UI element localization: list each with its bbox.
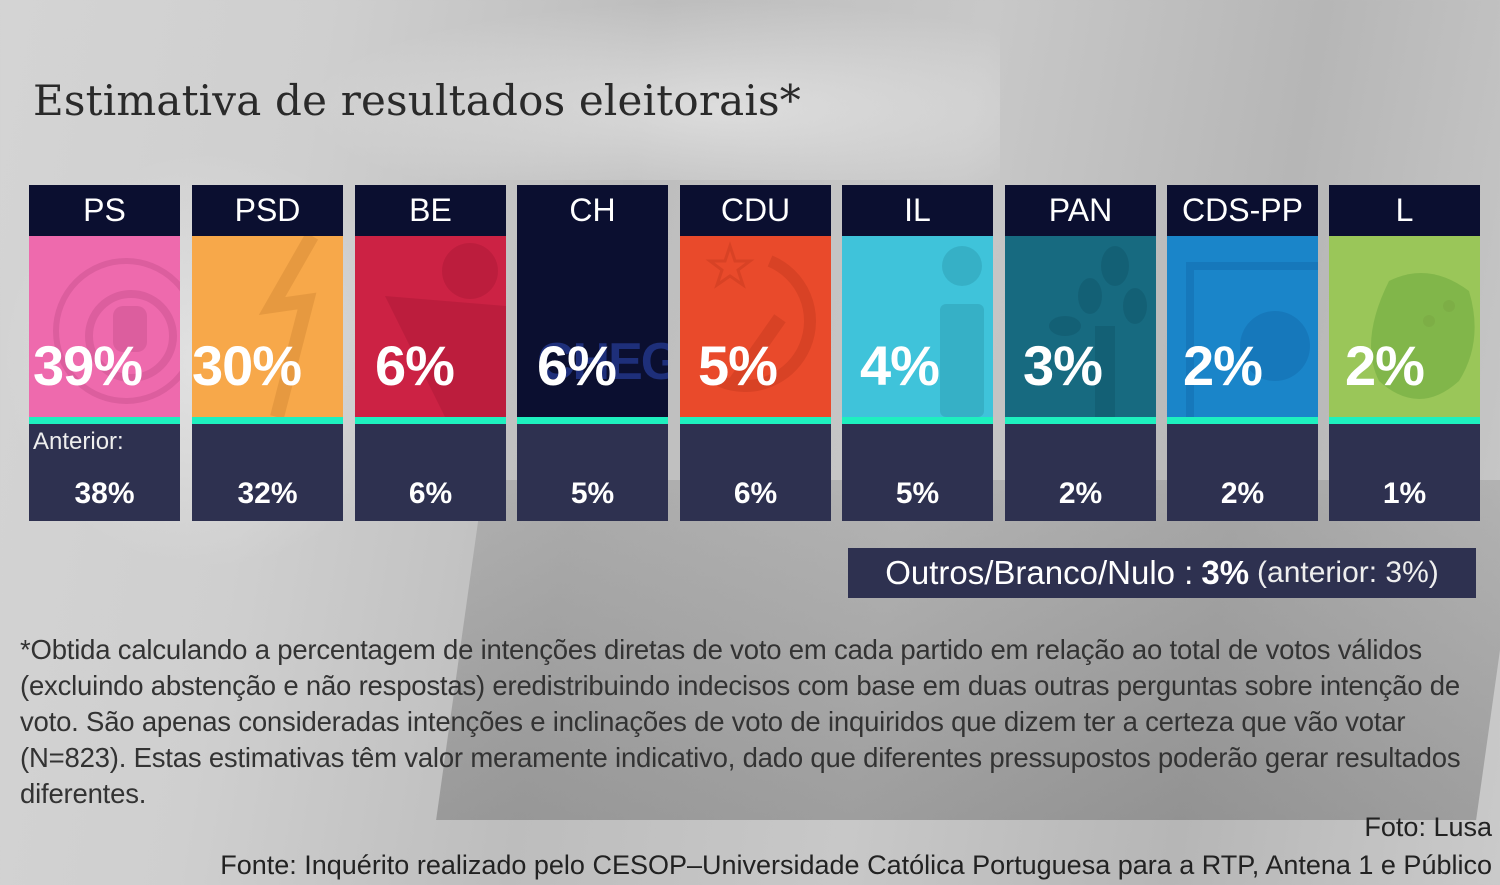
party-percentage: 6% bbox=[375, 334, 455, 397]
previous-percentage: 2% bbox=[1220, 477, 1265, 510]
accent-divider bbox=[192, 417, 343, 424]
party-name: L bbox=[1329, 185, 1480, 236]
accent-divider bbox=[680, 417, 831, 424]
party-column-il: IL 4% 5% bbox=[842, 185, 993, 521]
party-result-panel: CHEGA 6% bbox=[517, 236, 668, 417]
previous-result-panel: 1% bbox=[1329, 424, 1480, 521]
chega-logo-text-icon: CHEGA bbox=[537, 333, 668, 391]
party-percentage: 30% bbox=[192, 334, 302, 397]
party-name: BE bbox=[355, 185, 506, 236]
previous-percentage: 6% bbox=[408, 477, 453, 510]
others-blank-null-box: Outros/Branco/Nulo : 3% (anterior: 3%) bbox=[848, 548, 1476, 598]
party-name: CDS-PP bbox=[1167, 185, 1318, 236]
accent-divider bbox=[355, 417, 506, 424]
others-previous: (anterior: 3%) bbox=[1257, 556, 1439, 589]
party-column-pan: PAN 3% 2% bbox=[1005, 185, 1156, 521]
party-column-ps: PS 39% Anterior: 38% bbox=[29, 185, 180, 521]
party-percentage: 2% bbox=[1183, 334, 1263, 397]
previous-result-panel: 32% bbox=[192, 424, 343, 521]
previous-result-panel: Anterior: 38% bbox=[29, 424, 180, 521]
previous-result-panel: 6% bbox=[680, 424, 831, 521]
previous-result-panel: 5% bbox=[517, 424, 668, 521]
livre-flower-logo-icon bbox=[1371, 273, 1475, 399]
il-info-logo-icon bbox=[940, 246, 984, 417]
party-percentage: 3% bbox=[1023, 334, 1103, 397]
others-label: Outros/Branco/Nulo : bbox=[885, 554, 1194, 591]
pan-tree-logo-icon bbox=[1049, 246, 1147, 417]
chart-title: Estimativa de resultados eleitorais* bbox=[33, 76, 801, 125]
party-column-be: BE 6% 6% bbox=[355, 185, 506, 521]
party-result-panel: 3% bbox=[1005, 236, 1156, 417]
party-column-l: L 2% 1% bbox=[1329, 185, 1480, 521]
party-result-panel: 30% bbox=[192, 236, 343, 417]
photo-credit: Foto: Lusa bbox=[1364, 812, 1492, 842]
background-photo-highlight bbox=[300, 0, 1000, 180]
party-result-panel: 2% bbox=[1167, 236, 1318, 417]
party-column-psd: PSD 30% 32% bbox=[192, 185, 343, 521]
party-column-cdu: CDU 5% 6% bbox=[680, 185, 831, 521]
party-result-panel: 39% bbox=[29, 236, 180, 417]
previous-result-panel: 6% bbox=[355, 424, 506, 521]
accent-divider bbox=[517, 417, 668, 424]
party-name: PAN bbox=[1005, 185, 1156, 236]
accent-divider bbox=[1005, 417, 1156, 424]
party-column-ch: CH CHEGA 6% 5% bbox=[517, 185, 668, 521]
party-result-panel: 5% bbox=[680, 236, 831, 417]
previous-percentage: 2% bbox=[1058, 477, 1103, 510]
accent-divider bbox=[842, 417, 993, 424]
previous-percentage: 1% bbox=[1382, 477, 1427, 510]
previous-result-panel: 2% bbox=[1005, 424, 1156, 521]
accent-divider bbox=[1329, 417, 1480, 424]
previous-percentage: 5% bbox=[570, 477, 615, 510]
party-percentage: 4% bbox=[860, 334, 940, 397]
party-percentage: 39% bbox=[33, 334, 143, 397]
cds-pp-logo-icon bbox=[1186, 262, 1318, 417]
methodology-footnote: *Obtida calculando a percentagem de inte… bbox=[20, 634, 1461, 809]
accent-divider bbox=[29, 417, 180, 424]
others-value: 3% bbox=[1201, 554, 1250, 591]
party-result-panel: 2% bbox=[1329, 236, 1480, 417]
party-name: CH bbox=[517, 185, 668, 236]
party-name: PS bbox=[29, 185, 180, 236]
party-result-panel: 4% bbox=[842, 236, 993, 417]
source-credit: Fonte: Inquérito realizado pelo CESOP–Un… bbox=[220, 850, 1492, 880]
previous-percentage: 32% bbox=[237, 477, 298, 510]
previous-percentage: 6% bbox=[733, 477, 778, 510]
party-percentage: 5% bbox=[698, 334, 778, 397]
party-name: PSD bbox=[192, 185, 343, 236]
party-column-cds-pp: CDS-PP 2% 2% bbox=[1167, 185, 1318, 521]
psd-arrow-logo-icon bbox=[258, 236, 319, 417]
party-percentage: 2% bbox=[1345, 334, 1425, 397]
previous-percentage: 5% bbox=[895, 477, 940, 510]
anterior-label: Anterior: bbox=[33, 428, 124, 455]
be-person-logo-icon bbox=[385, 243, 506, 417]
cdu-hammer-sickle-logo-icon bbox=[705, 241, 816, 392]
party-percentage: 6% bbox=[537, 334, 617, 397]
accent-divider bbox=[1167, 417, 1318, 424]
previous-percentage: 38% bbox=[74, 477, 135, 510]
party-name: IL bbox=[842, 185, 993, 236]
party-name: CDU bbox=[680, 185, 831, 236]
previous-result-panel: 5% bbox=[842, 424, 993, 521]
party-result-panel: 6% bbox=[355, 236, 506, 417]
ps-fist-logo-icon bbox=[53, 258, 180, 404]
previous-result-panel: 2% bbox=[1167, 424, 1318, 521]
